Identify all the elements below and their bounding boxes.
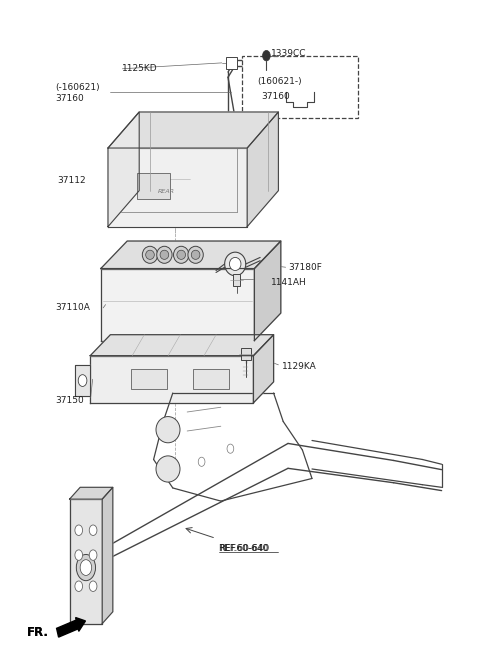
Bar (226, 57, 237, 69)
Text: 37150: 37150 (55, 396, 84, 405)
Text: REF.60-640: REF.60-640 (218, 544, 269, 553)
Ellipse shape (173, 246, 189, 263)
Ellipse shape (142, 246, 157, 263)
Polygon shape (108, 148, 247, 227)
Ellipse shape (191, 250, 200, 259)
Polygon shape (247, 112, 278, 227)
Text: 37160: 37160 (262, 92, 290, 101)
Ellipse shape (229, 257, 241, 271)
Ellipse shape (177, 250, 185, 259)
Ellipse shape (78, 375, 87, 386)
Text: REF.60-640: REF.60-640 (219, 544, 269, 553)
Text: 1129KA: 1129KA (282, 362, 317, 371)
Text: (160621-): (160621-) (257, 77, 301, 86)
Polygon shape (253, 335, 274, 403)
Ellipse shape (156, 246, 172, 263)
Circle shape (76, 554, 96, 580)
Polygon shape (90, 356, 253, 403)
Circle shape (89, 581, 97, 591)
Bar (241, 348, 251, 360)
Circle shape (227, 444, 234, 453)
Polygon shape (75, 365, 90, 396)
Bar (233, 274, 240, 286)
Polygon shape (101, 241, 281, 269)
Text: 37180F: 37180F (288, 263, 322, 272)
Polygon shape (108, 112, 278, 148)
Circle shape (89, 550, 97, 560)
Ellipse shape (146, 250, 155, 259)
Circle shape (75, 525, 83, 536)
Text: 1339CC: 1339CC (271, 49, 307, 58)
Circle shape (75, 581, 83, 591)
Text: 1141AH: 1141AH (271, 278, 307, 288)
Polygon shape (101, 269, 254, 341)
Ellipse shape (156, 417, 180, 443)
Circle shape (75, 550, 83, 560)
Bar (193, 369, 229, 389)
Ellipse shape (160, 250, 168, 259)
Bar (242, 56, 358, 118)
Ellipse shape (156, 456, 180, 482)
Circle shape (198, 457, 205, 466)
Text: 1125KD: 1125KD (122, 64, 158, 73)
Circle shape (89, 525, 97, 536)
Ellipse shape (225, 252, 246, 276)
Ellipse shape (188, 246, 204, 263)
Text: FR.: FR. (26, 626, 48, 639)
Polygon shape (70, 487, 113, 499)
FancyArrow shape (57, 618, 85, 637)
Polygon shape (70, 499, 102, 624)
Circle shape (263, 50, 270, 61)
Polygon shape (108, 112, 139, 227)
Polygon shape (90, 335, 274, 356)
Bar (137, 173, 170, 199)
Text: REAR: REAR (158, 189, 175, 194)
Circle shape (80, 559, 92, 575)
Text: 37112: 37112 (58, 176, 86, 185)
Bar (131, 369, 167, 389)
Text: 37110A: 37110A (55, 303, 90, 312)
Polygon shape (102, 487, 113, 624)
Polygon shape (254, 241, 281, 341)
Text: (-160621)
37160: (-160621) 37160 (55, 83, 100, 103)
Text: FR.: FR. (26, 626, 48, 639)
